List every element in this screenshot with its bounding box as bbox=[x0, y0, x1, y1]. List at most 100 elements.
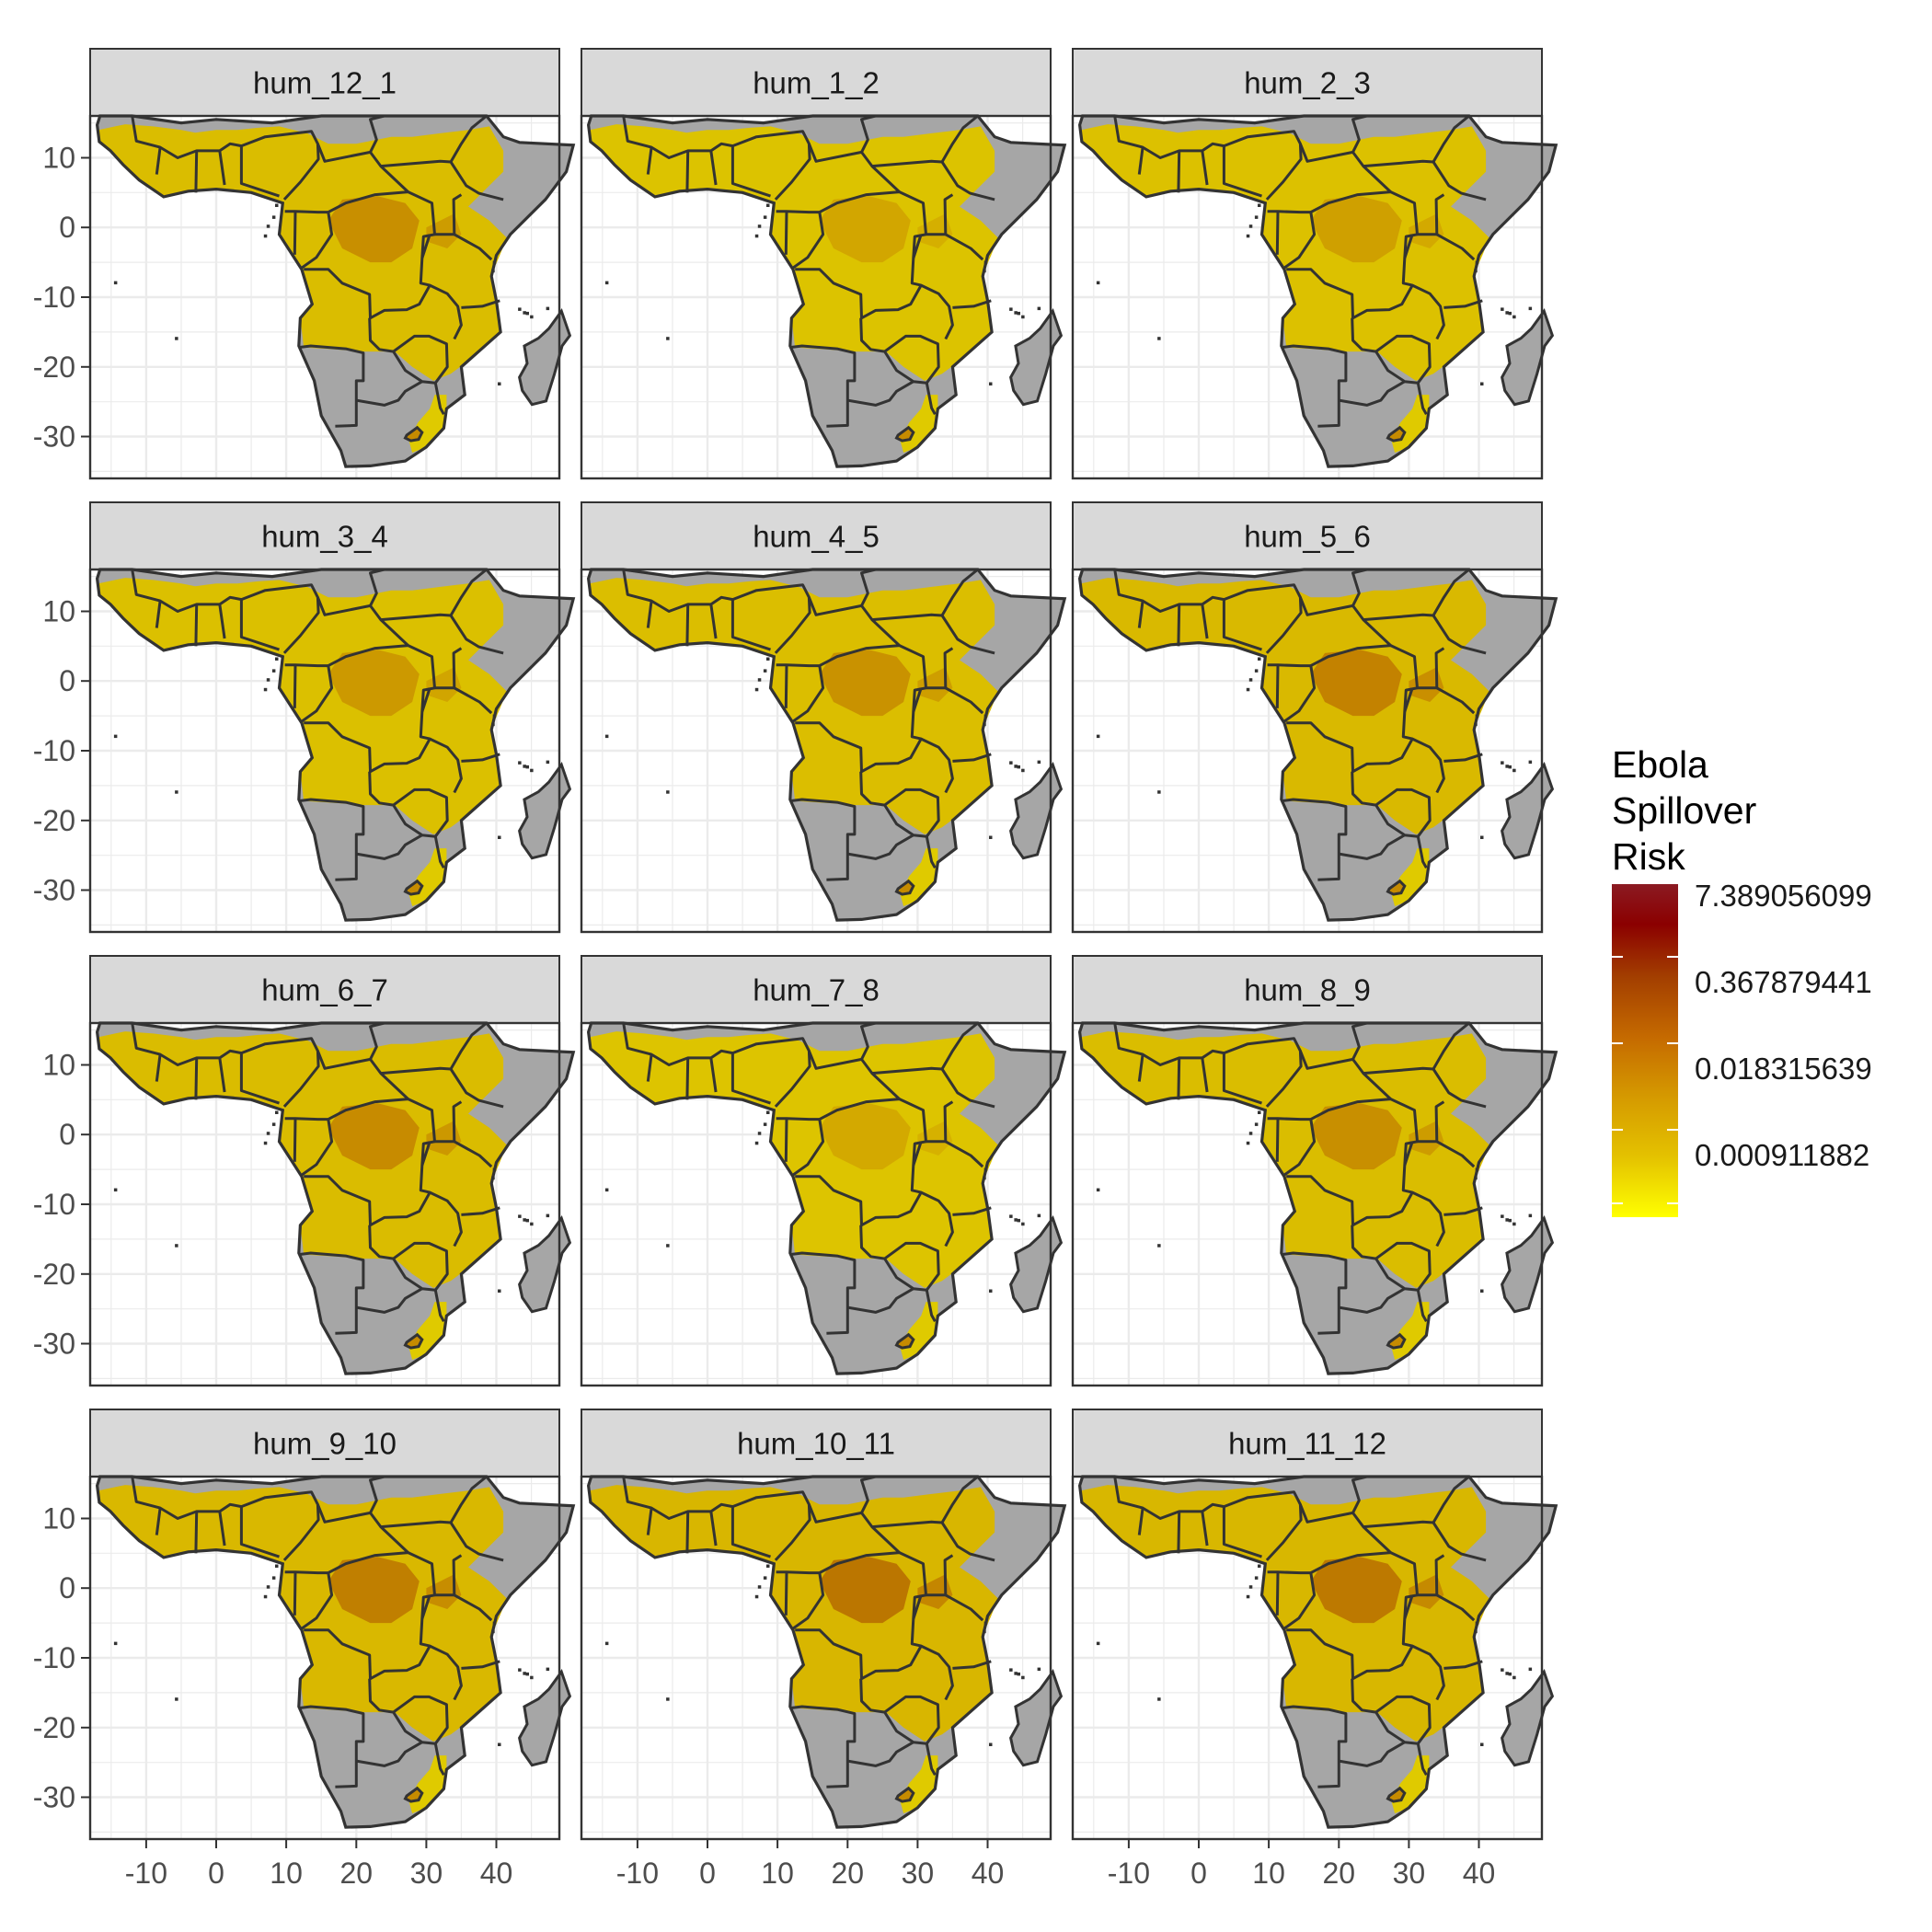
country-border bbox=[646, 1053, 653, 1082]
risk-hotspot-congo bbox=[819, 1557, 911, 1624]
country-border bbox=[434, 1554, 463, 1597]
country-border bbox=[1411, 1190, 1445, 1248]
island bbox=[266, 678, 270, 682]
island bbox=[271, 1122, 276, 1126]
country-border bbox=[218, 604, 226, 639]
island bbox=[523, 765, 526, 768]
country-border bbox=[847, 834, 914, 860]
country-border bbox=[622, 115, 771, 198]
legend-tick-left bbox=[1612, 956, 1623, 958]
island bbox=[518, 1214, 522, 1218]
panel-hum-5-6: hum_5_6 bbox=[1071, 501, 1558, 934]
legend-label-3: 0.018315639 bbox=[1695, 1052, 1872, 1086]
country-border bbox=[454, 686, 493, 715]
country-border bbox=[293, 664, 297, 708]
island bbox=[1246, 1141, 1250, 1145]
panel-border bbox=[1071, 1021, 1544, 1387]
panel-border bbox=[580, 1021, 1052, 1387]
country-border bbox=[685, 1511, 690, 1554]
country-border bbox=[298, 798, 365, 881]
island bbox=[983, 1176, 986, 1180]
island bbox=[271, 215, 276, 219]
lesotho bbox=[894, 1332, 915, 1350]
panel-border bbox=[1071, 1475, 1544, 1841]
country-border bbox=[920, 283, 954, 340]
country-border bbox=[1267, 210, 1311, 214]
country-border bbox=[646, 1507, 653, 1535]
country-border bbox=[1411, 283, 1445, 340]
country-border bbox=[1281, 344, 1348, 428]
country-border bbox=[1443, 299, 1483, 309]
country-border bbox=[776, 1570, 820, 1575]
panel-hum-3-4: hum_3_4 10 0 -10 -20 -30 bbox=[33, 501, 576, 934]
island bbox=[1254, 1576, 1259, 1580]
country-border bbox=[356, 1287, 423, 1314]
country-border bbox=[1403, 1594, 1414, 1620]
country-border bbox=[860, 1475, 877, 1514]
y-axis-tick-label: 0 bbox=[59, 1118, 75, 1151]
country-border bbox=[461, 1660, 500, 1670]
island bbox=[1474, 1176, 1478, 1180]
country-borders bbox=[622, 114, 995, 428]
country-border bbox=[131, 115, 280, 198]
island bbox=[1505, 1218, 1509, 1222]
country-border bbox=[449, 1475, 488, 1524]
country-border bbox=[1416, 382, 1428, 416]
country-border bbox=[1286, 1098, 1419, 1227]
y-axis-tick-label: -30 bbox=[33, 1328, 75, 1361]
country-border bbox=[301, 212, 334, 270]
x-axis-tick-label: 10 bbox=[761, 1857, 794, 1890]
panel-border bbox=[580, 1475, 1052, 1841]
island bbox=[1508, 1672, 1512, 1676]
country-border bbox=[1113, 115, 1262, 198]
country-border bbox=[860, 114, 877, 154]
country-border bbox=[1417, 1100, 1445, 1144]
legend-tick-left bbox=[1612, 1202, 1623, 1204]
legend-tick-right bbox=[1667, 956, 1678, 958]
island bbox=[1254, 1122, 1259, 1126]
country-border bbox=[301, 1572, 334, 1630]
country-border bbox=[1363, 613, 1487, 655]
island bbox=[1528, 1213, 1533, 1218]
island bbox=[1009, 307, 1013, 311]
x-axis-tick-label: -10 bbox=[616, 1857, 659, 1890]
island bbox=[1480, 835, 1484, 839]
island bbox=[1508, 765, 1512, 769]
island bbox=[113, 1188, 118, 1192]
y-axis-tick-label: -10 bbox=[33, 734, 75, 767]
island bbox=[525, 1218, 529, 1223]
y-axis-tick-label: -20 bbox=[33, 351, 75, 384]
island bbox=[498, 382, 501, 385]
island bbox=[266, 224, 270, 228]
island bbox=[1505, 765, 1509, 768]
island bbox=[1512, 768, 1516, 773]
risk-hotspot-congo bbox=[819, 196, 911, 263]
country-border bbox=[155, 146, 162, 175]
country-border bbox=[926, 647, 954, 690]
country-border bbox=[433, 1289, 445, 1323]
country-border bbox=[1443, 1660, 1483, 1670]
risk-hotspot-congo bbox=[328, 196, 420, 263]
x-axis-tick-label: 40 bbox=[972, 1857, 1005, 1890]
country-border bbox=[155, 1053, 162, 1082]
island bbox=[1474, 269, 1478, 273]
madagascar bbox=[1501, 1214, 1555, 1314]
country-border bbox=[1201, 1511, 1209, 1547]
island bbox=[1021, 1675, 1025, 1680]
island bbox=[1475, 714, 1479, 719]
y-axis-tick-label: 10 bbox=[42, 595, 75, 628]
island bbox=[757, 1585, 762, 1589]
country-border bbox=[1339, 834, 1406, 860]
island bbox=[1037, 306, 1041, 311]
country-borders bbox=[131, 1475, 504, 1788]
facet-strip-label: hum_4_5 bbox=[753, 520, 880, 554]
island bbox=[1501, 1668, 1504, 1672]
country-border bbox=[293, 1571, 297, 1616]
country-border bbox=[301, 1119, 334, 1177]
country-border bbox=[784, 664, 788, 708]
island bbox=[666, 1697, 670, 1701]
island bbox=[604, 734, 609, 739]
island bbox=[492, 260, 497, 265]
country-border bbox=[860, 568, 877, 607]
country-border bbox=[368, 1678, 449, 1745]
